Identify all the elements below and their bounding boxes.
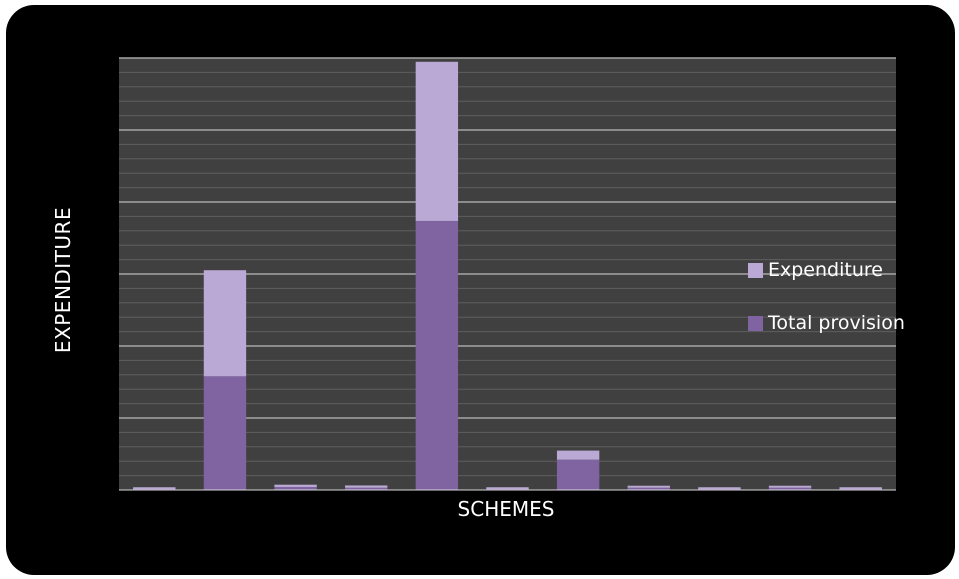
legend-item-expenditure: Expenditure [748, 255, 905, 285]
bar-total-provision-10 [768, 487, 812, 490]
legend-item-total-provision: Total provision [748, 308, 905, 338]
bar-expenditure-3 [274, 484, 317, 487]
bar-expenditure-2 [203, 270, 247, 377]
bar-expenditure-10 [768, 485, 812, 488]
bar-expenditure-1 [133, 487, 176, 490]
x-axis-label: SCHEMES [457, 497, 555, 521]
bar-expenditure-8 [627, 485, 670, 488]
bar-expenditure-6 [486, 487, 529, 490]
bar-total-provision-4 [345, 487, 388, 490]
legend: Expenditure Total provision [748, 255, 905, 361]
bar-total-provision-7 [556, 459, 600, 490]
legend-label-expenditure: Expenditure [768, 259, 883, 281]
y-axis-label: EXPENDITURE [51, 206, 75, 354]
bar-total-provision-2 [203, 376, 247, 490]
bar-expenditure-4 [345, 485, 388, 488]
legend-label-total-provision: Total provision [768, 312, 905, 334]
bar-total-provision-5 [415, 220, 459, 490]
legend-swatch-total-provision [748, 315, 763, 331]
bar-expenditure-9 [698, 487, 741, 490]
bar-expenditure-7 [556, 450, 600, 460]
bar-total-provision-3 [274, 486, 317, 490]
bar-total-provision-8 [627, 487, 670, 490]
bar-expenditure-11 [839, 487, 882, 490]
legend-swatch-expenditure [748, 262, 763, 278]
bar-expenditure-5 [415, 61, 459, 221]
